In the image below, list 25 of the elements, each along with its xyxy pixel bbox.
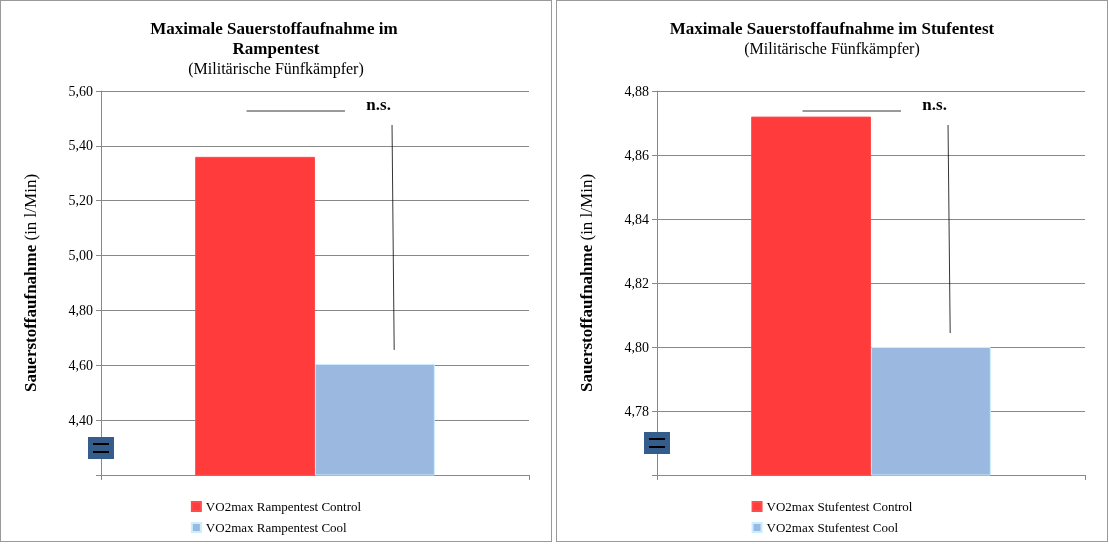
legend-label: VO2max Stufentest Cool	[766, 520, 899, 535]
y-axis-title: Sauerstoffaufnahme (in l/Min)	[577, 173, 596, 393]
y-tick-label: 4,78	[624, 403, 649, 419]
y-tick-label: 4,86	[624, 147, 649, 163]
y-tick-label: 4,80	[624, 339, 649, 355]
y-tick-label: 5,00	[68, 248, 93, 264]
y-tick-label: 5,20	[68, 193, 93, 209]
annotation: n.s.	[366, 95, 391, 114]
chart-title: Maximale Sauerstoffaufnahme im Stufentest	[669, 18, 995, 38]
y-tick-label: 4,84	[624, 211, 649, 227]
annotation: n.s.	[922, 95, 947, 114]
y-tick-label: 4,80	[68, 302, 93, 318]
chart-title: Maximale Sauerstoffaufnahme im Rampentest	[150, 18, 402, 58]
y-tick-label: 4,40	[68, 412, 93, 428]
y-tick-label: 4,82	[624, 275, 649, 291]
legend-label: VO2max Rampentest Control	[205, 499, 362, 514]
chart-subtitle: (Militärische Fünfkämpfer)	[744, 39, 920, 58]
y-tick-label: 5,40	[68, 138, 93, 154]
chart-subtitle: (Militärische Fünfkämpfer)	[188, 59, 364, 78]
legend-label: VO2max Rampentest Cool	[205, 520, 348, 535]
legend-label: VO2max Stufentest Control	[766, 499, 913, 514]
y-tick-label: 5,60	[68, 83, 93, 99]
y-tick-label: 4,60	[68, 357, 93, 373]
y-tick-label: 4,88	[624, 83, 649, 99]
y-axis-title: Sauerstoffaufnahme (in l/Min)	[21, 173, 40, 393]
